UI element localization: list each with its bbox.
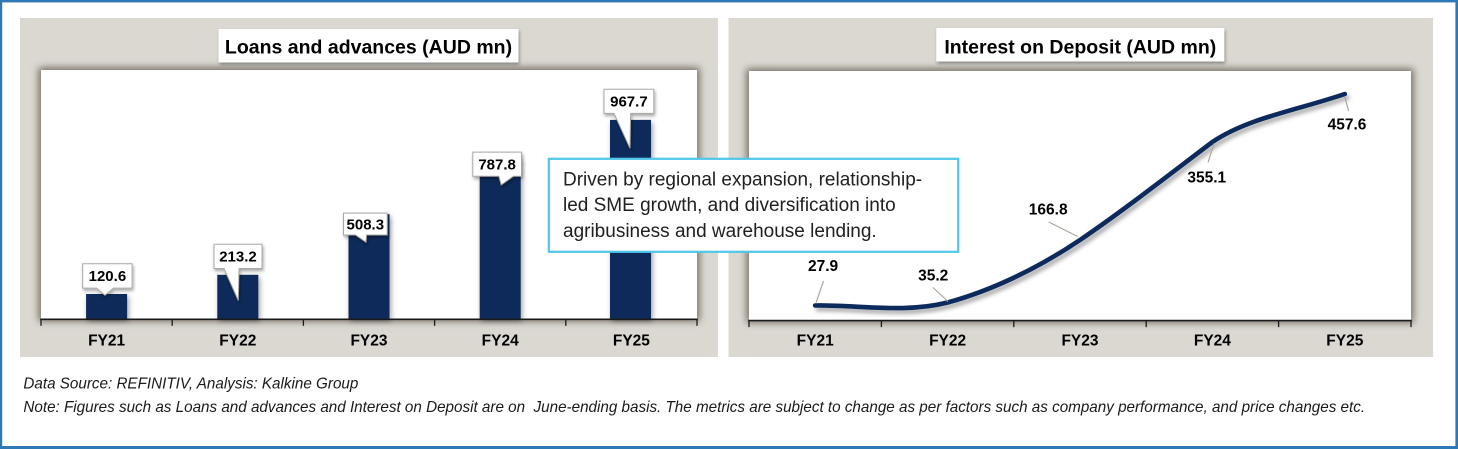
svg-text:Driven by regional expansion,: Driven by regional expansion, relationsh… xyxy=(563,170,922,191)
svg-text:508.3: 508.3 xyxy=(347,217,385,234)
svg-text:27.9: 27.9 xyxy=(808,258,839,275)
svg-text:FY24: FY24 xyxy=(482,333,519,350)
svg-text:457.6: 457.6 xyxy=(1328,117,1367,134)
svg-text:FY25: FY25 xyxy=(613,333,650,350)
svg-text:967.7: 967.7 xyxy=(610,94,648,111)
svg-text:Data Source: REFINITIV, Analys: Data Source: REFINITIV, Analysis: Kalkin… xyxy=(23,376,358,393)
svg-text:166.8: 166.8 xyxy=(1029,202,1068,219)
svg-text:FY25: FY25 xyxy=(1326,333,1363,350)
svg-text:Loans and advances (AUD mn): Loans and advances (AUD mn) xyxy=(225,37,512,59)
svg-text:FY22: FY22 xyxy=(219,333,256,350)
svg-text:FY22: FY22 xyxy=(929,333,966,350)
svg-text:787.8: 787.8 xyxy=(478,157,516,174)
svg-text:Note: Figures such as Loans an: Note: Figures such as Loans and advances… xyxy=(23,399,1365,416)
svg-text:led SME growth, and diversific: led SME growth, and diversification into xyxy=(563,195,896,216)
svg-text:355.1: 355.1 xyxy=(1187,170,1226,187)
svg-text:FY21: FY21 xyxy=(797,333,834,350)
svg-text:35.2: 35.2 xyxy=(918,268,948,285)
svg-text:agribusiness and warehouse len: agribusiness and warehouse lending. xyxy=(563,221,877,242)
svg-text:Interest on Deposit (AUD mn): Interest on Deposit (AUD mn) xyxy=(944,37,1216,59)
svg-text:213.2: 213.2 xyxy=(219,249,257,266)
svg-text:FY21: FY21 xyxy=(88,333,125,350)
svg-text:FY23: FY23 xyxy=(350,333,387,350)
svg-text:120.6: 120.6 xyxy=(89,268,127,285)
svg-text:FY23: FY23 xyxy=(1061,333,1098,350)
svg-text:FY24: FY24 xyxy=(1194,333,1231,350)
